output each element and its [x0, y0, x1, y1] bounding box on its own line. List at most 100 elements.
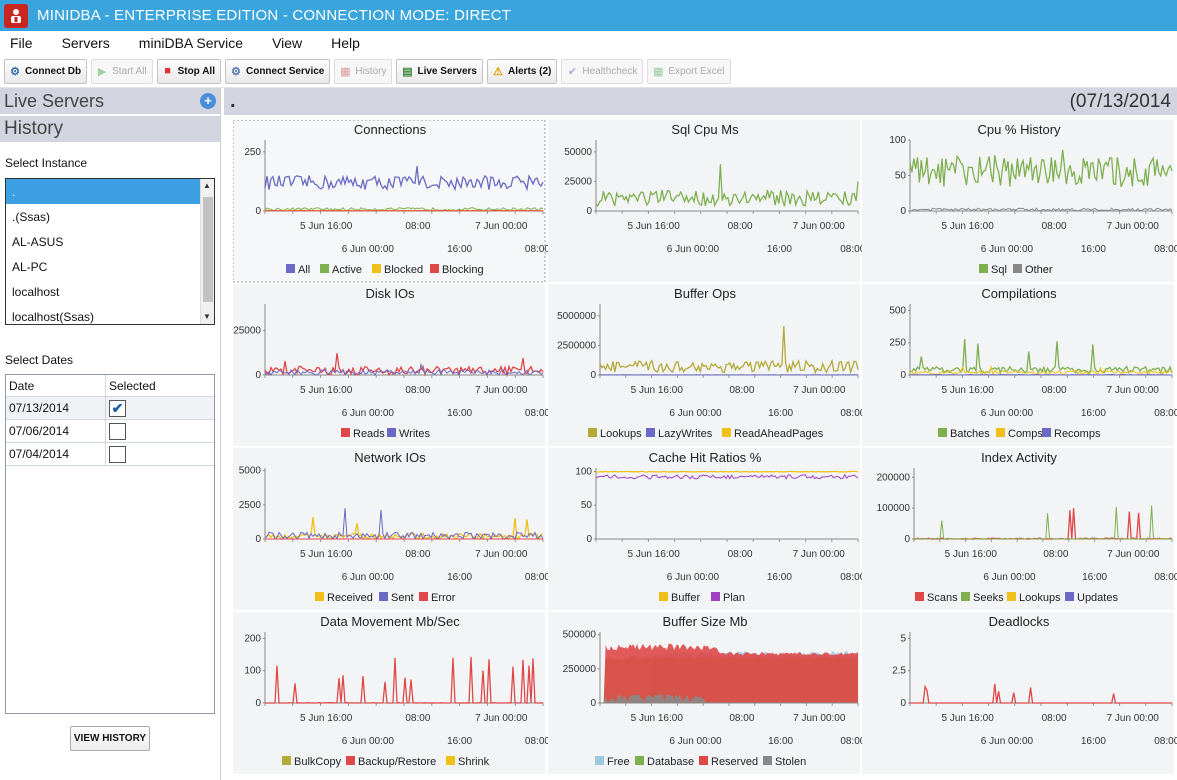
export-excel-label: Export Excel: [668, 65, 725, 77]
menu-file[interactable]: File: [10, 35, 33, 51]
data-movement-mb-sec-legend-label: Backup/Restore: [358, 756, 436, 768]
connect-service-button[interactable]: ⚙ Connect Service: [224, 58, 331, 84]
buffer-ops-legend-swatch: [722, 428, 731, 437]
compilations-legend-label: Comps: [1008, 428, 1043, 440]
buffer-ops-xtick: 5 Jun 16:00: [631, 385, 684, 396]
sql-cpu-ms-series-sql-cpu: [595, 164, 859, 208]
cpu-history-legend-label: Sql: [991, 264, 1007, 276]
cpu-history-ytick: 100: [889, 135, 906, 146]
buffer-ops-title: Buffer Ops: [674, 286, 736, 301]
buffer-ops-xtick: 7 Jun 00:00: [793, 385, 846, 396]
sql-cpu-ms-xtick: 08:00: [728, 221, 753, 232]
menu-help[interactable]: Help: [331, 35, 360, 51]
cpu-history-series-other: [909, 207, 1173, 212]
instance-item[interactable]: localhost(Ssas): [12, 309, 95, 324]
disk-ios-series-reads: [264, 353, 544, 378]
instance-list[interactable]: . .(Ssas) AL-ASUS AL-PC localhost localh…: [5, 178, 215, 325]
gear-icon: ⚙: [231, 65, 241, 78]
stop-all-button[interactable]: ■ Stop All: [156, 58, 221, 84]
menu-view[interactable]: View: [272, 35, 303, 51]
network-ios-ytick: 2500: [239, 500, 262, 511]
connect-db-button[interactable]: ⚙ Connect Db: [4, 58, 88, 84]
live-servers-button[interactable]: ▤ Live Servers: [396, 58, 483, 84]
server-icon: ▤: [402, 65, 413, 78]
table-row[interactable]: 07/13/2014 ✔: [6, 397, 214, 420]
date-column-header[interactable]: Date: [6, 375, 106, 396]
index-activity-legend-label: Lookups: [1019, 592, 1061, 604]
date-checkbox-checked[interactable]: ✔: [109, 399, 126, 417]
scroll-thumb[interactable]: [203, 197, 213, 302]
instance-item[interactable]: .: [6, 179, 201, 204]
index-activity-xtick: 7 Jun 00:00: [1107, 549, 1160, 560]
connections-xtick: 5 Jun 16:00: [300, 221, 353, 232]
scroll-up-icon[interactable]: ▲: [203, 181, 211, 190]
history-header: History: [0, 116, 220, 142]
start-all-button[interactable]: ▶ Start All: [91, 58, 153, 84]
network-ios-xtick: 7 Jun 00:00: [475, 549, 528, 560]
date-checkbox[interactable]: [109, 422, 126, 440]
buffer-ops-legend-label: LazyWrites: [658, 428, 713, 440]
connections-legend-swatch: [372, 264, 381, 273]
toolbar: ⚙ Connect Db ▶ Start All ■ Stop All ⚙ Connec…: [0, 55, 1177, 88]
menu-bar: File Servers miniDBA Service View Help: [0, 31, 1177, 55]
index-activity-ytick: 100000: [877, 503, 911, 514]
healthcheck-button[interactable]: ✔ Healthcheck: [561, 58, 644, 84]
live-servers-label: Live Servers: [417, 65, 477, 77]
buffer-size-mb-ytick: 500000: [563, 630, 597, 641]
buffer-ops-xtick: 6 Jun 00:00: [669, 408, 722, 419]
check-icon: ✔: [567, 65, 577, 78]
selected-column-header[interactable]: Selected: [109, 378, 156, 393]
cache-hit-ratios-title: Cache Hit Ratios %: [649, 450, 762, 465]
menu-servers[interactable]: Servers: [61, 35, 110, 51]
network-ios-title: Network IOs: [354, 450, 426, 465]
instance-item[interactable]: AL-PC: [12, 259, 48, 274]
sql-cpu-ms-ytick: 50000: [564, 147, 592, 158]
buffer-size-mb-legend-label: Database: [647, 756, 694, 768]
cpu-history-panel: [862, 120, 1174, 282]
live-servers-header[interactable]: Live Servers +: [0, 88, 220, 114]
cache-hit-ratios-xtick: 7 Jun 00:00: [793, 549, 846, 560]
export-excel-button[interactable]: ▦ Export Excel: [647, 58, 731, 84]
table-row[interactable]: 07/04/2014: [6, 443, 214, 466]
data-movement-mb-sec-ytick: 100: [244, 666, 261, 677]
menu-minidba-service[interactable]: miniDBA Service: [138, 35, 244, 51]
cpu-history-legend-swatch: [1013, 264, 1022, 273]
scroll-down-icon[interactable]: ▼: [203, 312, 211, 321]
table-row[interactable]: 07/06/2014: [6, 420, 214, 443]
dates-header-row: Date Selected: [6, 375, 214, 397]
connect-service-label: Connect Service: [245, 65, 325, 77]
index-activity-xtick: 6 Jun 00:00: [983, 572, 1036, 583]
cpu-history-xtick: 7 Jun 00:00: [1107, 221, 1160, 232]
cache-hit-ratios-xtick: 16:00: [767, 572, 792, 583]
data-movement-mb-sec-legend-swatch: [282, 756, 291, 765]
connections-xtick: 08:00: [525, 244, 550, 255]
instance-item[interactable]: .(Ssas): [12, 209, 51, 224]
history-button[interactable]: ▦ History: [334, 58, 393, 84]
instance-scrollbar[interactable]: ▲ ▼: [200, 179, 214, 324]
index-activity-xtick: 16:00: [1082, 572, 1107, 583]
buffer-size-mb-xtick: 08:00: [840, 736, 865, 747]
instance-item[interactable]: localhost: [12, 284, 60, 299]
date-checkbox[interactable]: [109, 445, 126, 463]
plug-icon: ⚙: [10, 65, 20, 78]
cache-hit-ratios-legend-swatch: [659, 592, 668, 601]
buffer-size-mb-xtick: 08:00: [729, 713, 754, 724]
alerts-button[interactable]: ⚠ Alerts (2): [486, 58, 558, 84]
buffer-size-mb-legend-swatch: [595, 756, 604, 765]
index-activity-title: Index Activity: [981, 450, 1057, 465]
connections-title: Connections: [354, 122, 427, 137]
data-movement-mb-sec-title: Data Movement Mb/Sec: [320, 614, 460, 629]
expand-plus-icon[interactable]: +: [200, 93, 216, 109]
disk-ios-legend-swatch: [387, 428, 396, 437]
connections-xtick: 16:00: [447, 244, 472, 255]
connections-panel: [233, 120, 546, 283]
calendar-icon: ▦: [340, 65, 351, 78]
disk-ios-title: Disk IOs: [365, 286, 415, 301]
view-history-button[interactable]: VIEW HISTORY: [70, 726, 150, 751]
instance-item[interactable]: AL-ASUS: [12, 234, 64, 249]
compilations-series-recomps: [909, 373, 1173, 376]
buffer-size-mb-xtick: 16:00: [768, 736, 793, 747]
disk-ios-xtick: 16:00: [447, 408, 472, 419]
data-movement-mb-sec-xtick: 08:00: [525, 736, 550, 747]
connections-series-all: [264, 166, 544, 192]
